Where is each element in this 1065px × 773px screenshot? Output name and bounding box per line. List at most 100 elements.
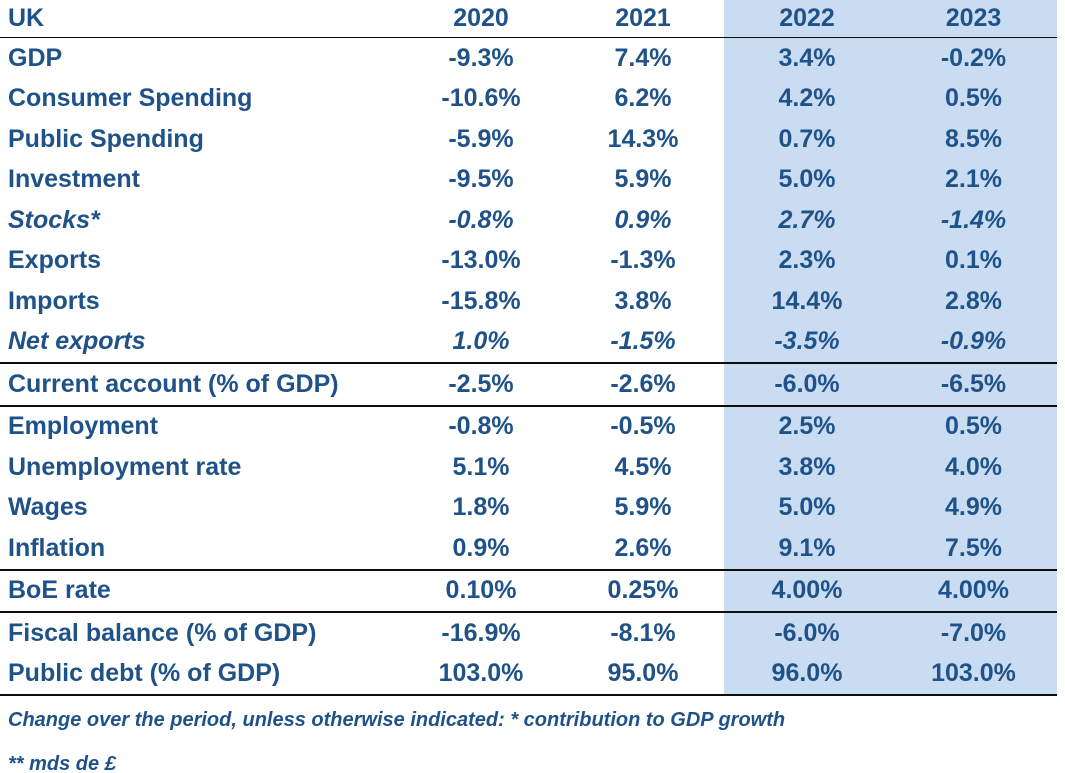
header-year-2022: 2022	[724, 0, 890, 38]
row-label: Fiscal balance (% of GDP)	[8, 618, 317, 647]
value-cell-2021: -8.1%	[610, 618, 676, 647]
value-cell-2023: -7.0%	[890, 612, 1057, 654]
value-cell-2023: 2.8%	[890, 281, 1057, 322]
value-cell-2020: 0.10%	[400, 568, 562, 613]
value-cell-2021: 5.9%	[614, 165, 672, 194]
value-cell-2022: -3.5%	[724, 321, 890, 363]
value-cell-2023: 0.1%	[890, 240, 1057, 281]
table-row: Investment -9.5% 5.9% 5.0% 2.1%	[0, 159, 1057, 200]
value-cell-2023: -0.2%	[890, 37, 1057, 79]
table-row: Imports -15.8% 3.8% 14.4% 2.8%	[0, 281, 1057, 322]
table-row: GDP -9.3% 7.4% 3.4% -0.2%	[0, 37, 1057, 79]
value-cell-2022: 5.0%	[724, 159, 890, 200]
table-row: Public debt (% of GDP) 103.0% 95.0% 96.0% 10…	[0, 653, 1057, 696]
table-row: Inflation 0.9% 2.6% 9.1% 7.5%	[0, 528, 1057, 570]
table-row: Public Spending -5.9% 14.3% 0.7% 8.5%	[0, 119, 1057, 160]
value-cell-2022: 2.7%	[724, 200, 890, 241]
value-cell-2023: 7.5%	[890, 528, 1057, 570]
value-cell-2023: 0.5%	[890, 78, 1057, 119]
value-cell-2020: 5.1%	[452, 452, 510, 481]
row-label: Stocks*	[8, 205, 100, 234]
value-cell-2021: 7.4%	[614, 43, 672, 72]
value-cell-2021: -1.5%	[610, 327, 676, 356]
value-cell-2021: 3.8%	[614, 286, 672, 315]
value-cell-2021: 6.2%	[614, 84, 672, 113]
value-cell-2023: 103.0%	[890, 653, 1057, 696]
value-cell-2022: 2.3%	[724, 240, 890, 281]
value-cell-2022: 4.00%	[724, 568, 890, 613]
row-label: Investment	[8, 165, 140, 194]
row-label: Exports	[8, 246, 102, 275]
value-cell-2022: 3.4%	[724, 37, 890, 79]
value-cell-2020: -9.3%	[448, 43, 514, 72]
table-row: Stocks* -0.8% 0.9% 2.7% -1.4%	[0, 200, 1057, 241]
value-cell-2020: -15.8%	[441, 286, 521, 315]
row-label: Consumer Spending	[8, 84, 253, 113]
value-cell-2022: 2.5%	[724, 405, 890, 447]
value-cell-2023: -1.4%	[890, 200, 1057, 241]
value-cell-2021: -1.3%	[610, 246, 676, 275]
header-year-2023: 2023	[890, 0, 1057, 38]
value-cell-2022: 3.8%	[724, 447, 890, 488]
row-label: Public debt (% of GDP)	[0, 653, 400, 696]
value-cell-2021: 0.25%	[562, 568, 724, 613]
value-cell-2020: -5.9%	[448, 124, 514, 153]
value-cell-2020: -16.9%	[441, 618, 521, 647]
value-cell-2023: 8.5%	[890, 119, 1057, 160]
uk-economic-indicators-table: UK 2020 2021 2022 2023 GDP -9.3% 7.4% 3.4% -…	[0, 0, 1057, 696]
value-cell-2021: 95.0%	[562, 653, 724, 696]
value-cell-2023: 4.9%	[890, 487, 1057, 528]
row-label: Net exports	[8, 327, 146, 356]
value-cell-2020: 1.0%	[452, 327, 510, 356]
row-label: Imports	[8, 286, 100, 315]
value-cell-2023: 4.0%	[890, 447, 1057, 488]
row-label: GDP	[8, 43, 63, 72]
value-cell-2022: 5.0%	[724, 487, 890, 528]
header-country-label: UK	[0, 0, 400, 38]
value-cell-2021: -0.5%	[610, 412, 676, 441]
table-header-row: UK 2020 2021 2022 2023	[0, 0, 1057, 38]
value-cell-2022: 14.4%	[724, 281, 890, 322]
value-cell-2020: -2.5%	[400, 362, 562, 407]
value-cell-2022: 9.1%	[724, 528, 890, 570]
footnote-mds: ** mds de £	[8, 753, 116, 773]
value-cell-2020: -9.5%	[448, 165, 514, 194]
value-cell-2023: 4.00%	[890, 568, 1057, 613]
value-cell-2020: -0.8%	[448, 412, 514, 441]
row-label: Wages	[8, 493, 88, 522]
row-label: Employment	[8, 412, 159, 441]
value-cell-2021: 2.6%	[614, 533, 672, 562]
value-cell-2020: 103.0%	[400, 653, 562, 696]
value-cell-2021: -2.6%	[562, 362, 724, 407]
value-cell-2021: 4.5%	[614, 452, 672, 481]
value-cell-2020: 0.9%	[452, 533, 510, 562]
value-cell-2021: 5.9%	[614, 493, 672, 522]
table-row: Unemployment rate 5.1% 4.5% 3.8% 4.0%	[0, 447, 1057, 488]
value-cell-2023: 0.5%	[890, 405, 1057, 447]
value-cell-2022: 4.2%	[724, 78, 890, 119]
table-row: Fiscal balance (% of GDP) -16.9% -8.1% -6.0…	[0, 612, 1057, 654]
table-row: BoE rate 0.10% 0.25% 4.00% 4.00%	[0, 568, 1057, 613]
header-year-2021: 2021	[562, 0, 724, 38]
table-row: Exports -13.0% -1.3% 2.3% 0.1%	[0, 240, 1057, 281]
row-label: Unemployment rate	[8, 452, 242, 481]
value-cell-2022: -6.0%	[724, 362, 890, 407]
row-label: Current account (% of GDP)	[0, 362, 400, 407]
value-cell-2023: -6.5%	[890, 362, 1057, 407]
header-year-2020: 2020	[400, 0, 562, 38]
value-cell-2022: 96.0%	[724, 653, 890, 696]
footnote-change-over-period: Change over the period, unless otherwise…	[8, 709, 786, 731]
value-cell-2021: 14.3%	[607, 124, 679, 153]
table-row: Net exports 1.0% -1.5% -3.5% -0.9%	[0, 321, 1057, 363]
value-cell-2023: -0.9%	[890, 321, 1057, 363]
value-cell-2021: 0.9%	[614, 205, 672, 234]
row-label: Public Spending	[8, 124, 204, 153]
row-label: Inflation	[8, 533, 106, 562]
table-row: Consumer Spending -10.6% 6.2% 4.2% 0.5%	[0, 78, 1057, 119]
value-cell-2020: -10.6%	[441, 84, 521, 113]
value-cell-2022: 0.7%	[724, 119, 890, 160]
table-row: Employment -0.8% -0.5% 2.5% 0.5%	[0, 405, 1057, 447]
row-label: BoE rate	[0, 568, 400, 613]
value-cell-2020: -0.8%	[448, 205, 514, 234]
